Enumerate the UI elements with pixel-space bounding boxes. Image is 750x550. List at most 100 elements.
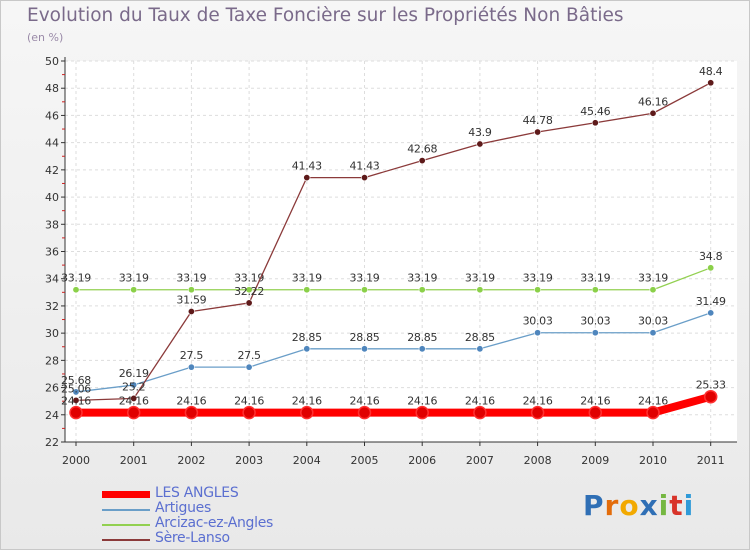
series-line (76, 267, 711, 291)
logo-letter: i (658, 489, 670, 522)
data-point (357, 405, 372, 420)
y-tick-label: 42 (45, 164, 59, 177)
data-point (649, 329, 657, 337)
data-label: 24.16 (465, 395, 495, 408)
data-point (646, 405, 660, 420)
data-label: 41.43 (292, 160, 322, 173)
data-point (303, 286, 311, 294)
data-label: 25.2 (122, 380, 145, 393)
y-tick-label: 28 (45, 354, 59, 367)
y-tick-label: 26 (45, 382, 59, 395)
y-tick-label: 46 (45, 109, 59, 122)
data-label: 27.5 (180, 349, 204, 362)
data-point (245, 286, 253, 294)
data-point (530, 405, 545, 420)
x-tick-label: 2006 (408, 454, 436, 467)
y-tick-label: 44 (45, 137, 59, 150)
data-label: 45.46 (580, 105, 610, 118)
data-label: 24.16 (61, 395, 91, 408)
data-point (707, 309, 715, 317)
data-point (72, 396, 80, 404)
data-label: 46.16 (638, 95, 668, 108)
series-line (75, 82, 712, 402)
data-point (591, 286, 599, 294)
data-point (707, 79, 715, 87)
data-label: 33.19 (523, 272, 553, 285)
legend-swatch (102, 524, 150, 526)
legend-swatch (102, 491, 150, 498)
data-point (703, 389, 718, 404)
data-point (534, 286, 542, 294)
data-point (126, 405, 141, 420)
y-tick-label: 48 (45, 82, 59, 95)
x-tick-label: 2009 (581, 454, 609, 467)
data-point (245, 299, 253, 307)
data-label: 42.68 (407, 143, 437, 156)
data-point (130, 286, 138, 294)
data-label: 33.19 (176, 272, 206, 285)
data-label: 25.68 (61, 374, 91, 387)
data-label: 30.03 (523, 315, 553, 328)
data-point (707, 264, 715, 272)
data-point (303, 345, 311, 353)
legend-label: Arcizac-ez-Angles (155, 515, 274, 531)
x-tick-label: 2007 (466, 454, 494, 467)
data-label: 44.78 (523, 114, 553, 127)
data-point (184, 405, 199, 420)
y-tick-label: 34 (45, 273, 59, 286)
data-label: 28.85 (292, 331, 322, 344)
data-point (130, 394, 138, 402)
data-label: 33.19 (580, 272, 610, 285)
data-label: 33.19 (119, 272, 149, 285)
chart-subtitle: (en %) (27, 31, 64, 44)
logo-letter: t (669, 489, 684, 522)
data-point (303, 174, 311, 182)
x-tick-label: 2010 (639, 454, 667, 467)
x-tick-label: 2002 (177, 454, 205, 467)
data-label: 24.16 (350, 395, 380, 408)
x-tick-label: 2003 (235, 454, 263, 467)
data-label: 28.85 (465, 331, 495, 344)
y-tick-label: 30 (45, 327, 59, 340)
legend-label: LES ANGLES (155, 485, 239, 501)
data-label: 28.85 (350, 331, 380, 344)
data-label: 24.16 (407, 395, 437, 408)
series-s-re-lanso: 25.06 25.2 31.59 32.22 41.43 41.43 42.68 43.9 44… (61, 65, 723, 404)
proxiti-logo: Proxiti (583, 489, 694, 522)
logo-letter: r (604, 489, 620, 522)
y-tick-label: 38 (45, 218, 59, 231)
legend-label: Artigues (155, 500, 211, 516)
data-label: 24.16 (292, 395, 322, 408)
data-point (534, 128, 542, 136)
data-label: 24.16 (176, 395, 206, 408)
data-point (360, 286, 368, 294)
data-label: 30.03 (580, 315, 610, 328)
data-point (69, 405, 83, 420)
data-point (476, 140, 484, 148)
series-artigues: 25.68 26.19 27.5 27.5 28.85 28.85 28.85 28.85 30… (61, 295, 726, 396)
series-arcizac-ez-angles: 33.19 33.19 33.19 33.19 33.19 33.19 33.19 33.19… (61, 250, 723, 294)
chart-title: Evolution du Taux de Taxe Foncière sur l… (27, 5, 624, 26)
data-point (473, 405, 487, 420)
logo-letter: i (683, 489, 695, 522)
x-tick-label: 2011 (697, 454, 725, 467)
y-tick-label: 22 (45, 436, 59, 449)
y-tick-label: 32 (45, 300, 59, 313)
data-point (300, 405, 314, 420)
logo-letter: o (619, 489, 640, 522)
data-label: 34.8 (699, 250, 723, 263)
data-label: 41.43 (350, 160, 380, 173)
data-point (360, 345, 368, 353)
data-point (72, 388, 80, 396)
data-label: 48.4 (699, 65, 723, 78)
data-label: 31.59 (176, 294, 206, 307)
data-label: 25.33 (696, 379, 726, 392)
x-tick-label: 2008 (524, 454, 552, 467)
x-tick-label: 2000 (62, 454, 90, 467)
data-label: 33.19 (234, 272, 264, 285)
data-point (72, 286, 80, 294)
data-point (588, 405, 603, 420)
data-label: 33.19 (407, 272, 437, 285)
